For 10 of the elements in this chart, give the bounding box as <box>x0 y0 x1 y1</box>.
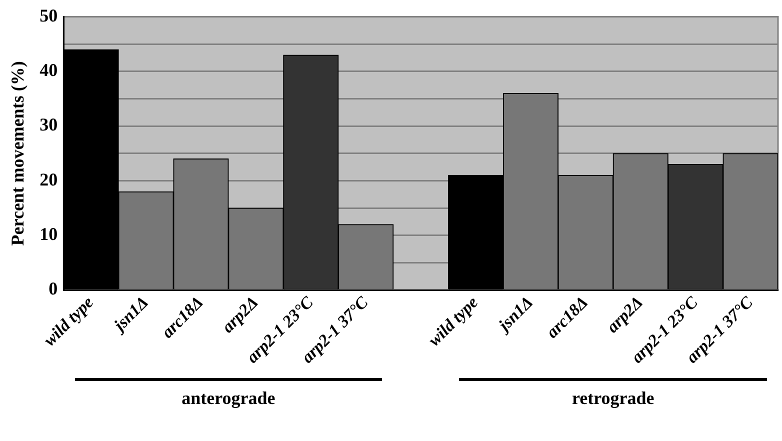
y-tick-label: 0 <box>48 278 58 299</box>
y-tick-label: 30 <box>40 114 58 135</box>
y-tick-label: 10 <box>40 224 58 244</box>
y-tick-label: 50 <box>40 5 58 26</box>
x-tick-label: wild type <box>424 292 482 350</box>
text: retrograde <box>572 388 654 409</box>
y-tick-label: 20 <box>40 169 58 190</box>
y-tick-label: 40 <box>40 60 58 80</box>
y-axis-title: Percent movements (%) <box>7 61 28 246</box>
text: anterograde <box>182 388 276 409</box>
